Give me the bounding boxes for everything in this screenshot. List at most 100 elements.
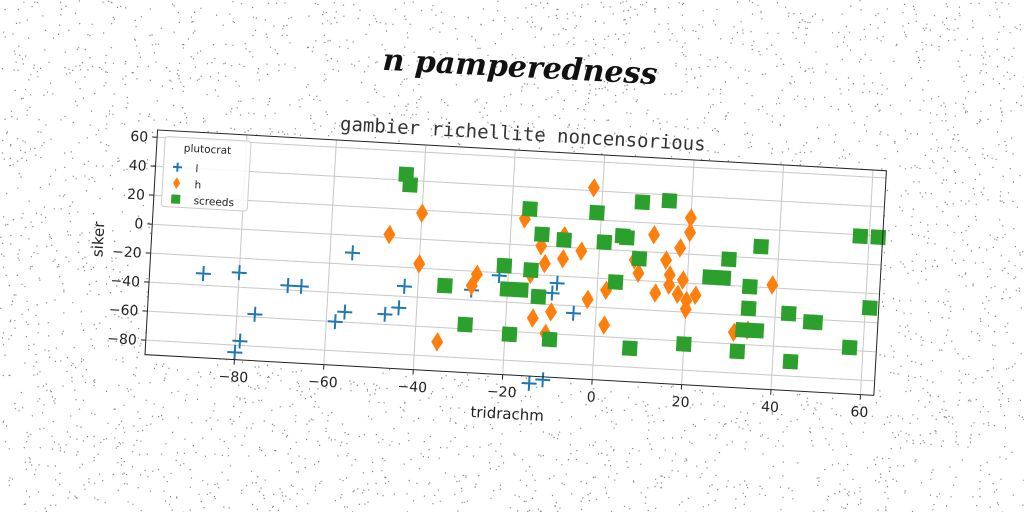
data-point xyxy=(565,305,581,321)
y-axis-label: siker xyxy=(88,220,108,257)
data-point xyxy=(280,278,296,294)
data-point xyxy=(671,284,684,305)
data-point xyxy=(807,314,824,331)
y-grid-line xyxy=(145,339,875,382)
data-point xyxy=(541,331,558,348)
data-point xyxy=(383,224,396,245)
x-grid-line xyxy=(323,139,337,365)
data-point xyxy=(660,250,673,270)
y-tick-label: −20 xyxy=(112,244,142,262)
legend-entry-label: screeds xyxy=(193,195,234,209)
data-point xyxy=(689,285,702,306)
data-point xyxy=(413,254,426,274)
legend-entry-label: h xyxy=(194,179,201,191)
data-point xyxy=(721,251,737,268)
series-screeds xyxy=(398,166,887,370)
y-grid-line xyxy=(153,194,883,237)
data-point xyxy=(729,343,746,360)
data-point xyxy=(649,283,662,303)
data-point xyxy=(596,234,613,251)
y-grid-line xyxy=(155,165,885,208)
data-point xyxy=(766,275,779,295)
x-tick-label: −40 xyxy=(397,379,427,397)
data-point xyxy=(195,266,211,282)
data-point xyxy=(436,277,453,294)
data-point xyxy=(496,257,513,274)
legend-entry-label: l xyxy=(195,163,199,175)
data-marks xyxy=(195,166,887,391)
data-point xyxy=(870,229,887,246)
data-point xyxy=(535,372,551,388)
y-tick-label: −40 xyxy=(110,273,140,291)
data-point xyxy=(523,262,539,278)
data-point xyxy=(648,225,661,245)
data-point xyxy=(735,322,751,338)
series-l xyxy=(195,245,581,391)
data-point xyxy=(431,332,444,352)
y-grid-line xyxy=(150,252,880,295)
data-point xyxy=(327,314,343,330)
data-point xyxy=(780,305,797,322)
y-tick-label: 20 xyxy=(127,187,146,204)
legend: plutocrat lh screeds xyxy=(160,136,252,212)
y-grid-line xyxy=(152,223,882,266)
data-point xyxy=(293,278,309,294)
legend-marker xyxy=(170,194,181,204)
data-point xyxy=(512,281,529,298)
data-point xyxy=(556,232,572,248)
data-point xyxy=(632,263,645,283)
x-axis-label: tridrachm xyxy=(470,403,544,425)
data-point xyxy=(702,269,718,286)
data-point xyxy=(391,300,407,316)
grid-lines xyxy=(145,134,887,395)
data-point xyxy=(231,265,247,281)
data-point xyxy=(674,238,687,258)
data-point xyxy=(619,229,635,246)
y-tick-label: 40 xyxy=(128,158,147,175)
data-point xyxy=(557,249,570,269)
x-grid-line xyxy=(859,169,874,395)
y-tick-label: 60 xyxy=(130,129,149,146)
y-tick-label: 0 xyxy=(134,216,144,232)
data-point xyxy=(526,308,539,328)
data-point xyxy=(621,340,638,357)
x-tick-label: 60 xyxy=(850,404,869,421)
x-tick-label: 20 xyxy=(671,394,690,411)
data-point xyxy=(684,208,697,228)
data-point xyxy=(534,226,550,243)
data-point xyxy=(232,333,248,349)
data-point xyxy=(575,241,588,261)
legend-marker xyxy=(172,162,183,172)
data-point xyxy=(861,300,878,316)
data-point xyxy=(227,344,243,360)
data-point xyxy=(416,203,429,223)
data-point xyxy=(631,250,648,267)
x-tick-label: −80 xyxy=(218,369,248,387)
data-point xyxy=(748,322,765,339)
data-point xyxy=(587,178,600,198)
legend-box xyxy=(160,136,252,212)
data-point xyxy=(457,316,474,333)
y-grid-line xyxy=(149,281,878,324)
axis-ticks: −80 −60 −40 −20 0 20 40 60 −80 −60 −40 −20 0 20 40 60 xyxy=(107,129,869,421)
data-point xyxy=(663,275,676,295)
data-point xyxy=(607,274,624,290)
data-point xyxy=(741,278,758,295)
data-point xyxy=(634,194,651,211)
data-point xyxy=(676,270,689,290)
data-point xyxy=(661,192,678,209)
y-grid-line xyxy=(157,136,887,179)
data-point xyxy=(675,336,692,352)
y-tick-label: −60 xyxy=(108,302,138,320)
data-point xyxy=(684,222,697,243)
y-tick-label: −80 xyxy=(107,331,137,349)
data-point xyxy=(465,275,478,296)
data-point xyxy=(538,253,551,274)
data-point xyxy=(530,288,547,305)
data-point xyxy=(396,278,413,294)
data-point xyxy=(544,285,560,301)
legend-marker xyxy=(173,177,181,189)
data-point xyxy=(679,299,692,320)
